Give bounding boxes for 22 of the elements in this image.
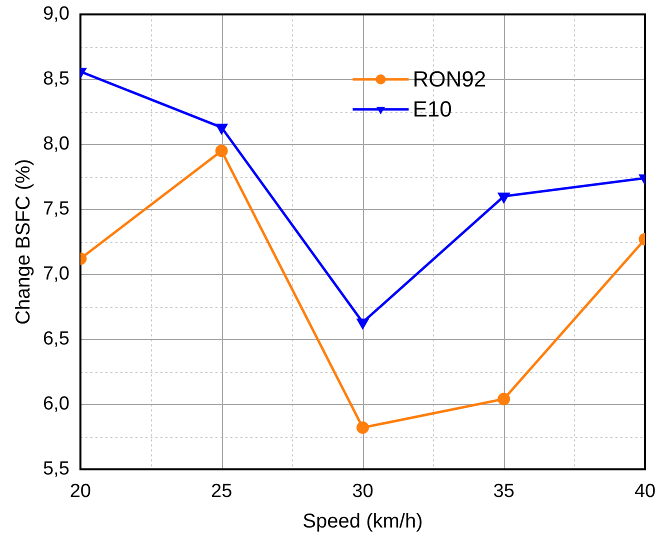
y-tick-label: 8,0	[42, 134, 70, 155]
y-tick-label: 5,5	[42, 458, 70, 480]
point	[357, 318, 368, 329]
y-tick-label: 9,0	[42, 4, 70, 25]
x-tick-label: 35	[493, 480, 514, 502]
point	[498, 192, 510, 203]
point	[356, 421, 369, 434]
x-tick-label: 30	[352, 480, 374, 502]
legend-label: E10	[412, 96, 452, 122]
point	[215, 144, 228, 158]
y-tick-label: 7,5	[42, 198, 70, 220]
y-tick-label: 6,5	[42, 328, 70, 350]
x-axis-title: Speed (km/h)	[302, 510, 423, 533]
x-tick-label: 20	[70, 480, 91, 502]
y-tick-label: 6,0	[42, 393, 70, 414]
x-tick-label: 25	[210, 480, 232, 502]
legend-label: RON92	[412, 66, 486, 92]
y-axis-title: Change BSFC (%)	[12, 158, 35, 325]
x-tick-label: 40	[634, 480, 656, 502]
point	[216, 124, 228, 134]
y-tick-label: 7,0	[42, 264, 70, 285]
y-tick-label: 8,5	[42, 68, 70, 90]
